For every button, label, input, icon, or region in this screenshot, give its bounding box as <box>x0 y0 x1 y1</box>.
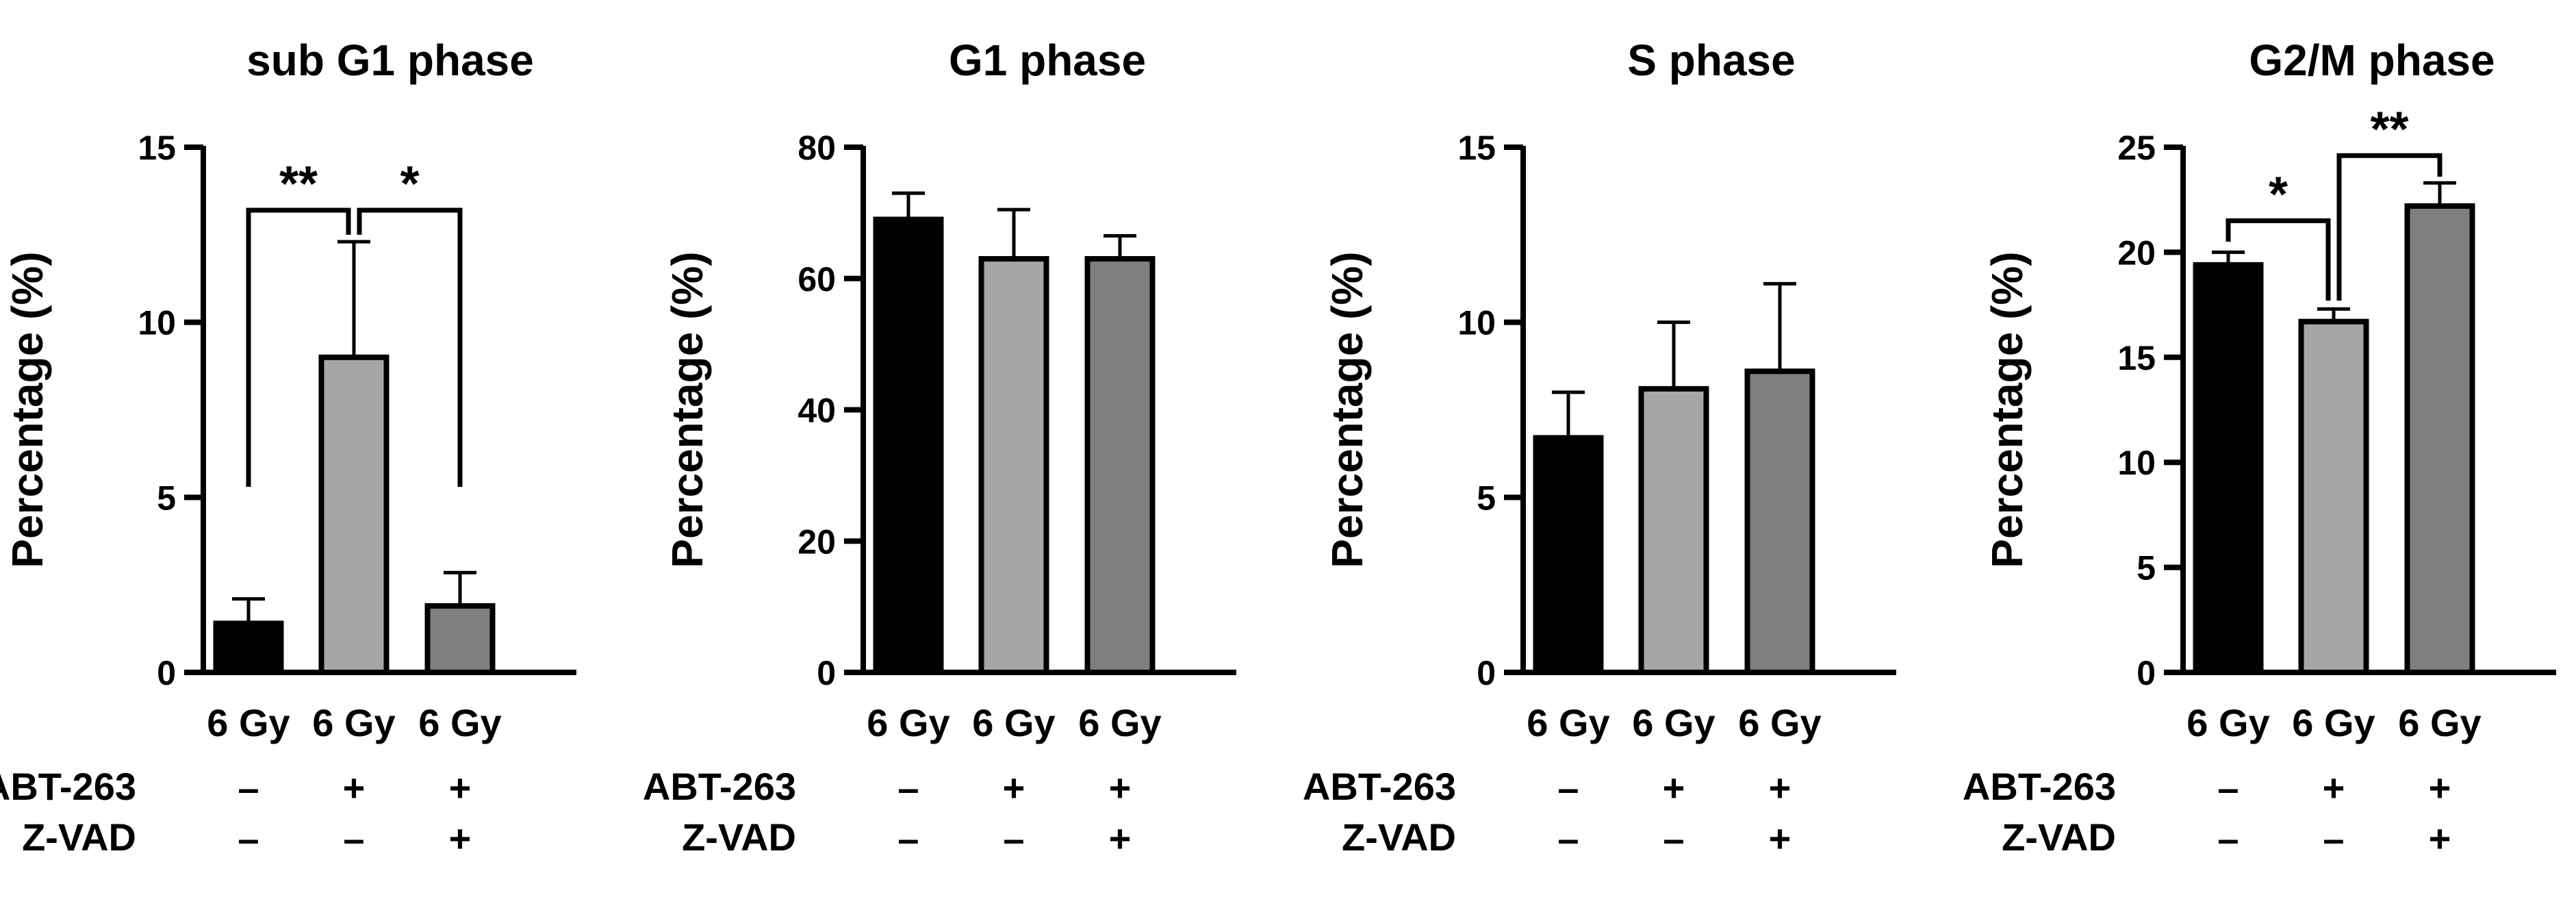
y-tick-label: 15 <box>138 129 176 167</box>
category-label: 6 Gy <box>867 701 949 744</box>
treatment-mark: + <box>2323 766 2345 809</box>
treatment-mark: – <box>897 766 919 809</box>
treatment-mark: + <box>1769 817 1791 860</box>
category-label: 6 Gy <box>1632 701 1715 744</box>
treatment-mark: – <box>1557 766 1579 809</box>
chart-title: G1 phase <box>949 36 1146 85</box>
g1-phase-panel: G1 phase Percentage (%) 0 20 40 60 80 6 Gy – – 6 G… <box>643 36 1236 860</box>
significance-label: * <box>400 157 419 212</box>
bar <box>424 603 496 676</box>
bar <box>1533 435 1604 675</box>
bar <box>1638 386 1709 675</box>
treatment-mark: + <box>1109 766 1132 809</box>
chart-title: sub G1 phase <box>246 36 534 85</box>
bar <box>318 354 390 675</box>
treatment-mark: + <box>2429 817 2451 860</box>
treatment-mark: + <box>1769 766 1791 809</box>
treatment-label: ABT-263 <box>1303 765 1456 808</box>
treatment-mark: – <box>238 817 259 860</box>
treatment-label: ABT-263 <box>0 765 136 808</box>
treatment-mark: + <box>449 817 472 860</box>
category-label: 6 Gy <box>418 701 501 744</box>
y-tick-label: 5 <box>2137 549 2156 588</box>
treatment-label: Z-VAD <box>682 816 796 859</box>
treatment-mark: – <box>897 817 919 860</box>
g2m-phase-panel: G2/M phase Percentage (%) 0 5 10 15 20 25 6 Gy – –… <box>1963 36 2556 860</box>
y-tick-label: 0 <box>157 654 176 692</box>
treatment-mark: – <box>1557 817 1579 860</box>
treatment-mark: – <box>1003 817 1024 860</box>
bar <box>978 255 1049 675</box>
y-tick-label: 25 <box>2117 129 2156 167</box>
treatment-mark: – <box>343 817 364 860</box>
treatment-mark: + <box>343 766 366 809</box>
y-tick-label: 60 <box>798 260 836 299</box>
treatment-mark: – <box>2217 817 2239 860</box>
treatment-mark: – <box>2323 817 2344 860</box>
significance-bracket <box>2226 218 2331 301</box>
y-axis-label: Percentage (%) <box>3 251 52 568</box>
category-label: 6 Gy <box>312 701 395 744</box>
s-phase-panel: S phase Percentage (%) 0 5 10 15 6 Gy – – 6 Gy + – 6… <box>1303 36 1896 860</box>
significance-bracket <box>2336 153 2443 301</box>
y-tick-label: 10 <box>2117 444 2156 482</box>
treatment-mark: + <box>1109 817 1132 860</box>
y-tick-label: 80 <box>798 129 836 167</box>
y-tick-label: 20 <box>2117 233 2156 272</box>
significance-bracket <box>246 207 351 487</box>
bar <box>2298 318 2369 676</box>
treatment-label: ABT-263 <box>1963 765 2116 808</box>
y-axis-label: Percentage (%) <box>1323 251 1372 568</box>
treatment-mark: + <box>1663 766 1685 809</box>
chart-title: G2/M phase <box>2249 36 2495 85</box>
treatment-mark: + <box>2429 766 2451 809</box>
treatment-mark: – <box>1663 817 1684 860</box>
significance-label: ** <box>2370 102 2408 157</box>
bar <box>1744 368 1815 676</box>
y-tick-label: 0 <box>817 654 836 692</box>
treatment-mark: – <box>238 766 259 809</box>
y-tick-label: 15 <box>1457 129 1496 167</box>
category-label: 6 Gy <box>2186 701 2269 744</box>
category-label: 6 Gy <box>1078 701 1161 744</box>
category-label: 6 Gy <box>2398 701 2481 744</box>
treatment-mark: – <box>2217 766 2239 809</box>
category-label: 6 Gy <box>207 701 290 744</box>
treatment-label: Z-VAD <box>2002 816 2116 859</box>
y-axis-label: Percentage (%) <box>1982 251 2032 568</box>
treatment-label: ABT-263 <box>643 765 796 808</box>
bar <box>1084 255 1156 675</box>
significance-bracket <box>357 207 463 487</box>
y-tick-label: 0 <box>2137 654 2156 692</box>
bar <box>873 216 944 675</box>
y-tick-label: 5 <box>157 479 176 517</box>
treatment-mark: + <box>1003 766 1025 809</box>
bar <box>2193 262 2264 676</box>
y-tick-label: 40 <box>798 392 836 430</box>
y-tick-label: 10 <box>138 304 176 342</box>
treatment-label: Z-VAD <box>1342 816 1456 859</box>
significance-label: * <box>2269 167 2288 222</box>
category-label: 6 Gy <box>2292 701 2375 744</box>
y-tick-label: 15 <box>2117 339 2156 377</box>
bar <box>2404 203 2475 675</box>
category-label: 6 Gy <box>1738 701 1821 744</box>
category-label: 6 Gy <box>972 701 1055 744</box>
y-tick-label: 5 <box>1477 479 1496 517</box>
category-label: 6 Gy <box>1527 701 1609 744</box>
significance-label: ** <box>279 157 318 212</box>
y-axis-label: Percentage (%) <box>663 251 712 568</box>
chart-title: S phase <box>1627 36 1795 85</box>
y-tick-label: 20 <box>798 522 836 561</box>
sub-g1-phase-panel: sub G1 phase Percentage (%) 0 5 10 15 6 Gy – – 6 … <box>0 36 576 860</box>
y-tick-label: 0 <box>1477 654 1496 692</box>
y-tick-label: 10 <box>1457 304 1496 342</box>
treatment-mark: + <box>449 766 472 809</box>
bar <box>213 620 284 675</box>
treatment-label: Z-VAD <box>22 816 136 859</box>
